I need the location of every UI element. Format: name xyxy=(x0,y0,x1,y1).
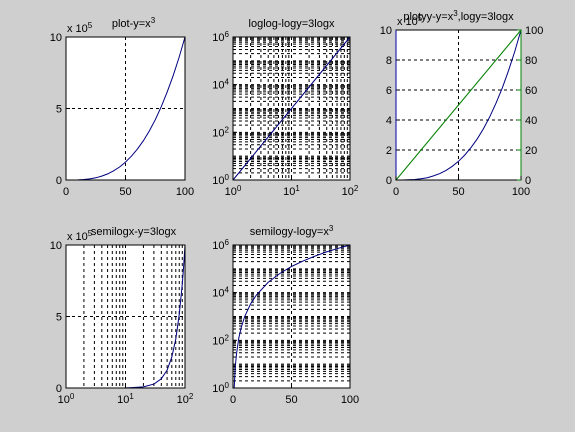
y-right-tick-label: 40 xyxy=(525,115,537,127)
x-tick-label: 50 xyxy=(285,394,297,406)
series-line-right xyxy=(395,29,522,181)
y-tick-label: 5 xyxy=(56,312,62,324)
series-line xyxy=(232,36,351,181)
y-tick-label: 6 xyxy=(386,85,392,97)
y-right-tick-label: 0 xyxy=(525,175,531,187)
subplot-1: 0 50 100 0 5 10 x 105 plot-y=x3 xyxy=(50,16,194,199)
x-tick-label: 102 xyxy=(177,392,194,407)
y-tick-label: 0 xyxy=(56,383,62,395)
y-tick-label: 0 xyxy=(56,175,62,187)
y-tick-label: 0 xyxy=(386,175,392,187)
x-tick-label: 102 xyxy=(342,184,359,199)
x-tick-label: 101 xyxy=(283,184,300,199)
x-tick-label: 0 xyxy=(63,186,69,198)
y-right-tick-label: 80 xyxy=(525,55,537,67)
y-tick-label: 5 xyxy=(56,104,62,116)
y-tick-label: 8 xyxy=(386,55,392,67)
y-multiplier: x 105 xyxy=(67,229,93,244)
x-tick-label: 0 xyxy=(393,186,399,198)
chart-title: loglog-logy=3logx xyxy=(249,18,335,30)
x-tick-label: 100 xyxy=(58,392,75,407)
series-line xyxy=(396,29,522,181)
y-tick-label: 10 xyxy=(380,25,392,37)
chart-title: semilogy-logy=x3 xyxy=(250,224,334,239)
x-tick-label: 50 xyxy=(452,186,464,198)
y-tick-label: 10 xyxy=(50,240,62,252)
chart-title: plot-y=x3 xyxy=(112,16,156,31)
x-tick-label: 100 xyxy=(176,186,194,198)
y-tick-label: 104 xyxy=(212,285,229,300)
y-multiplier: x 105 xyxy=(67,21,93,36)
x-tick-label: 0 xyxy=(230,394,236,406)
chart-title: semilogx-y=3logx xyxy=(91,226,177,238)
y-tick-label: 4 xyxy=(386,115,392,127)
y-tick-label: 102 xyxy=(212,125,229,140)
x-tick-label: 100 xyxy=(341,394,359,406)
y-tick-label: 100 xyxy=(212,173,229,188)
series-line xyxy=(65,244,186,389)
series-line xyxy=(66,36,186,181)
y-tick-label: 104 xyxy=(212,77,229,92)
chart-title: plotyy-y=x3,logy=3logx xyxy=(403,9,514,24)
y-tick-label: 100 xyxy=(212,381,229,396)
subplot-5: 0 50 100 100 102 104 106 semilogy-logy=x3 xyxy=(212,224,359,407)
x-tick-label: 100 xyxy=(225,184,242,199)
y-tick-label: 10 xyxy=(50,32,62,44)
y-tick-label: 106 xyxy=(212,30,229,45)
subplot-2: 100 101 102 100 102 104 106 loglog-logy=3logx xyxy=(212,18,359,198)
series-line xyxy=(233,244,351,389)
x-tick-label: 101 xyxy=(117,392,134,407)
y-right-tick-label: 100 xyxy=(525,25,543,37)
y-multiplier: x 105 xyxy=(397,14,423,29)
y-tick-label: 102 xyxy=(212,333,229,348)
y-right-tick-label: 60 xyxy=(525,85,537,97)
y-tick-label: 2 xyxy=(386,145,392,157)
y-tick-label: 106 xyxy=(212,238,229,253)
x-tick-label: 50 xyxy=(119,186,131,198)
y-right-tick-label: 20 xyxy=(525,145,537,157)
x-tick-label: 100 xyxy=(512,186,530,198)
